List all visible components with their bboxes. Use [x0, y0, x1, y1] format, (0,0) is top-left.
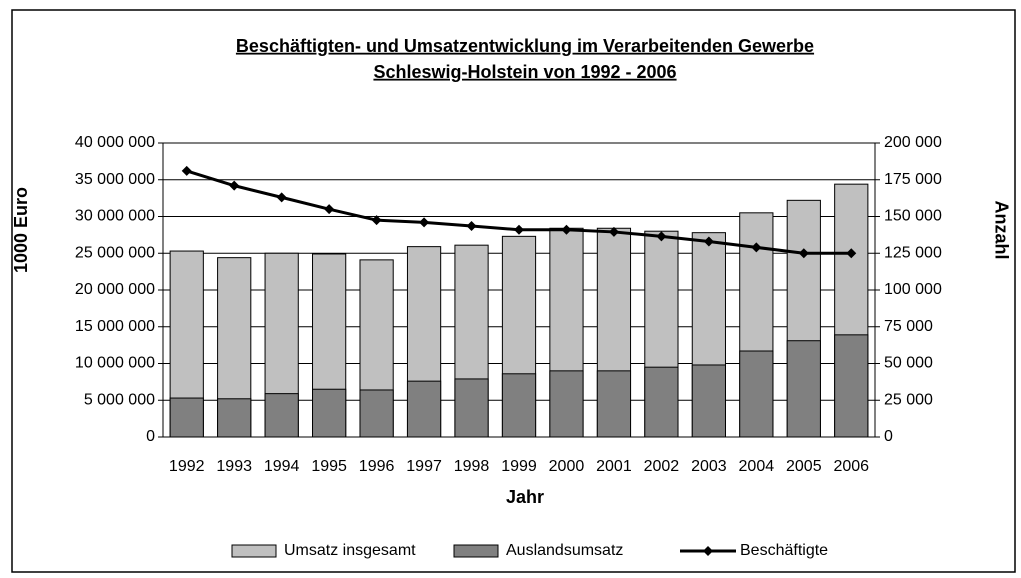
x-tick-label: 2006 [833, 458, 869, 475]
y2-tick-label: 50 000 [884, 355, 933, 372]
y2-tick-label: 0 [884, 428, 893, 445]
y2-tick-label: 175 000 [884, 171, 942, 188]
bar [834, 334, 869, 438]
chart-title: Beschäftigten- und Umsatzentwicklung im … [236, 36, 814, 56]
marker [514, 224, 524, 235]
y-tick-label: 35 000 000 [75, 171, 155, 188]
x-tick-label: 1993 [216, 458, 252, 475]
x-tick-label: 1992 [169, 458, 205, 475]
x-tick-label: 2002 [644, 458, 680, 475]
marker [371, 215, 382, 226]
bar [549, 370, 584, 438]
bar [312, 388, 347, 438]
y2-tick-label: 150 000 [884, 208, 942, 225]
y-tick-label: 5 000 000 [84, 391, 155, 408]
y-tick-label: 15 000 000 [75, 318, 155, 335]
bar [454, 378, 489, 438]
marker [751, 242, 762, 253]
marker [466, 221, 477, 232]
legend-swatch [231, 544, 277, 558]
bar [264, 393, 299, 438]
marker [229, 180, 240, 191]
x-tick-label: 2004 [739, 458, 775, 475]
marker [846, 248, 857, 259]
x-tick-label: 1998 [454, 458, 490, 475]
y2-axis-label: Anzahl [991, 200, 1011, 259]
bar [501, 373, 537, 438]
x-tick-label: 1999 [501, 458, 537, 475]
y-tick-label: 20 000 000 [75, 281, 155, 298]
bar [169, 397, 204, 438]
x-tick-label: 1996 [359, 458, 395, 475]
y-axis-label: 1000 Euro [11, 187, 31, 273]
y2-tick-label: 200 000 [884, 134, 942, 151]
x-tick-label: 2000 [549, 458, 585, 475]
bar [359, 389, 394, 438]
legend-swatch [453, 544, 499, 558]
x-tick-label: 1994 [264, 458, 300, 475]
chart-title: Schleswig-Holstein von 1992 - 2006 [373, 62, 676, 82]
legend-label: Auslandsumsatz [506, 542, 623, 559]
y-tick-label: 40 000 000 [75, 134, 155, 151]
x-tick-label: 2005 [786, 458, 822, 475]
marker [561, 224, 572, 235]
bar [644, 366, 679, 438]
marker [324, 204, 335, 215]
x-tick-label: 1995 [311, 458, 347, 475]
legend-swatch [703, 546, 713, 556]
y-tick-label: 25 000 000 [75, 244, 155, 261]
bar [691, 364, 726, 438]
marker [276, 192, 287, 203]
bar [406, 380, 442, 438]
bar [739, 350, 774, 438]
x-axis-label: Jahr [506, 487, 544, 507]
x-tick-label: 2001 [596, 458, 632, 475]
x-tick-label: 1997 [406, 458, 442, 475]
marker [656, 231, 667, 242]
legend-label: Beschäftigte [740, 542, 828, 559]
x-tick-label: 2003 [691, 458, 727, 475]
marker [419, 217, 430, 228]
marker [703, 236, 714, 247]
y2-tick-label: 100 000 [884, 281, 942, 298]
y2-tick-label: 125 000 [884, 244, 942, 261]
y-tick-label: 0 [146, 428, 155, 445]
y2-tick-label: 25 000 [884, 391, 933, 408]
bar [596, 370, 632, 438]
y-tick-label: 10 000 000 [75, 355, 155, 372]
marker [608, 226, 619, 237]
legend-label: Umsatz insgesamt [284, 542, 416, 559]
y2-tick-label: 75 000 [884, 318, 933, 335]
y-tick-label: 30 000 000 [75, 208, 155, 225]
bar [217, 398, 252, 438]
marker [798, 248, 809, 259]
bar [786, 340, 821, 438]
marker [181, 165, 192, 176]
